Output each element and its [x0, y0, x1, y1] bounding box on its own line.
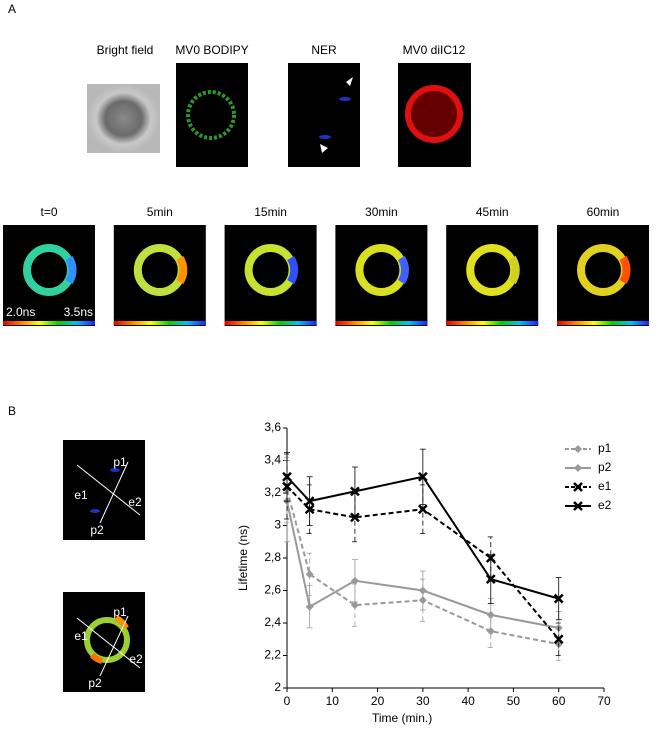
image	[335, 225, 428, 326]
y-tick-label: 3	[274, 518, 281, 532]
colorbar	[335, 321, 428, 325]
scale-label: 3.5ns	[64, 305, 93, 319]
timepoint-label: 15min	[254, 205, 287, 219]
line	[286, 489, 559, 646]
cell-ring	[287, 255, 299, 285]
legend-label: e2	[598, 498, 612, 512]
region-label: p1	[113, 455, 127, 469]
panel-label: A	[8, 2, 16, 16]
image-caption: NER	[311, 43, 337, 57]
y-tick-label: 2,8	[264, 550, 281, 564]
cell-ring	[176, 255, 188, 285]
image	[224, 225, 317, 326]
region-label: e1	[74, 629, 88, 643]
marker	[573, 482, 583, 492]
x-tick-label: 0	[284, 694, 291, 708]
region-label: e2	[128, 495, 142, 509]
marker	[350, 512, 360, 523]
colorbar	[557, 321, 649, 325]
marker	[305, 570, 314, 579]
timepoint-label: 5min	[147, 205, 173, 219]
line	[286, 500, 559, 629]
marker	[573, 501, 583, 511]
image	[557, 225, 649, 326]
region-label: e2	[129, 652, 143, 666]
cell-ring	[508, 255, 520, 285]
legend-label: p2	[598, 460, 612, 474]
image-caption: Bright field	[97, 43, 154, 57]
marker	[553, 593, 564, 604]
y-tick-label: 3,4	[264, 453, 281, 467]
marker	[553, 634, 564, 645]
colorbar	[224, 321, 317, 325]
marker	[574, 464, 582, 472]
region-label: e1	[74, 488, 88, 502]
colorbar	[3, 321, 95, 325]
timepoint-label: 30min	[365, 205, 398, 219]
colorbar	[113, 321, 206, 325]
image	[3, 225, 95, 326]
marker	[350, 576, 359, 585]
image	[113, 225, 206, 326]
legend-label: e1	[598, 479, 612, 493]
image	[63, 440, 145, 692]
x-tick-label: 60	[552, 694, 566, 708]
image	[87, 63, 471, 167]
marker	[350, 486, 360, 497]
image	[446, 225, 539, 326]
cell-ring	[397, 255, 409, 285]
marker	[417, 471, 428, 482]
marker	[282, 471, 292, 482]
y-tick-label: 3,2	[264, 485, 281, 499]
legend-label: p1	[598, 441, 612, 455]
y-tick-label: 2,4	[264, 615, 281, 629]
x-tick-label: 40	[461, 694, 475, 708]
marker	[418, 586, 427, 595]
marker	[574, 445, 582, 453]
region-label: p1	[113, 605, 127, 619]
image-row	[3, 225, 649, 326]
y-tick-label: 2,6	[264, 583, 281, 597]
timepoint-label: 45min	[476, 205, 509, 219]
marker	[417, 504, 428, 515]
marker	[305, 602, 314, 611]
timepoint-label: 60min	[587, 205, 620, 219]
cell-ring	[619, 255, 631, 285]
x-tick-label: 70	[597, 694, 611, 708]
y-tick-label: 2	[274, 680, 281, 694]
region-label: p2	[90, 523, 104, 537]
colorbar	[446, 321, 539, 325]
marker	[485, 574, 496, 585]
panel-label: B	[8, 404, 16, 418]
region-label: p2	[88, 676, 102, 690]
x-tick-label: 50	[507, 694, 521, 708]
y-tick-label: 3,6	[264, 420, 281, 434]
scale-label: 2.0ns	[6, 305, 35, 319]
image-caption: MV0 diIC12	[403, 43, 466, 57]
x-tick-label: 10	[326, 694, 340, 708]
cell-ring	[65, 255, 77, 285]
image-caption: MV0 BODIPY	[175, 43, 248, 57]
y-tick-label: 2,2	[264, 648, 281, 662]
y-axis-label: Lifetime (ns)	[236, 525, 250, 591]
x-tick-label: 30	[416, 694, 430, 708]
x-tick-label: 20	[371, 694, 385, 708]
marker	[304, 496, 315, 507]
marker	[350, 601, 359, 610]
timepoint-label: t=0	[40, 205, 57, 219]
marker	[486, 610, 495, 619]
x-axis-label: Time (min.)	[372, 711, 432, 725]
